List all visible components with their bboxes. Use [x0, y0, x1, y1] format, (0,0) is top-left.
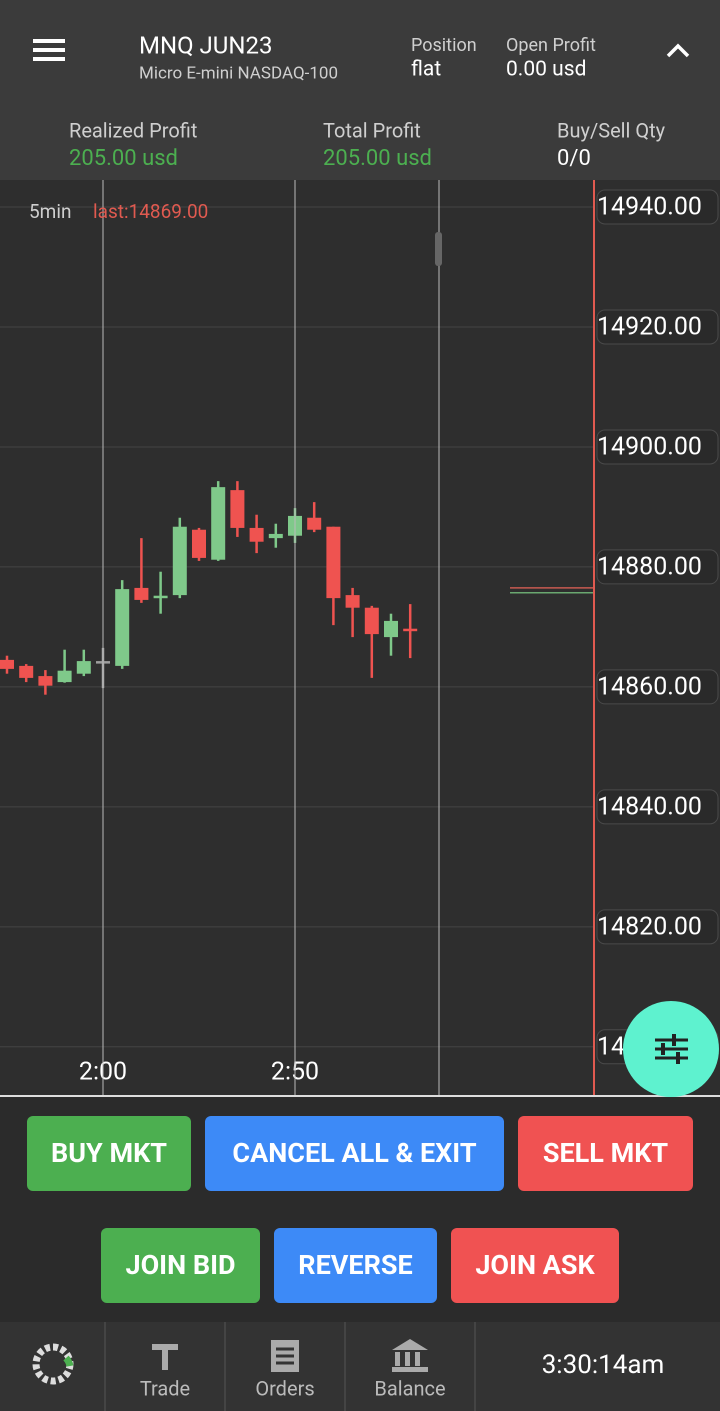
nav-item[interactable]: Orders [255, 1376, 314, 1400]
nav-item[interactable]: Trade [140, 1376, 190, 1400]
button-bg[interactable] [27, 1116, 191, 1191]
button-label[interactable]: CANCEL ALL & EXIT [232, 1137, 476, 1169]
trade-icon[interactable] [152, 1344, 178, 1370]
value: 205.00 usd [323, 146, 432, 171]
candle-body [384, 620, 398, 638]
label: Buy/Sell Qty [557, 118, 666, 142]
button[interactable]: JOIN ASK [451, 1228, 619, 1303]
button-bg[interactable] [518, 1116, 693, 1191]
candle-body [115, 589, 130, 666]
button-bg[interactable] [205, 1116, 504, 1191]
tick-box [596, 309, 719, 345]
value: 0.00 usd [506, 58, 586, 82]
nav-bg [0, 1322, 720, 1411]
nav-item[interactable]: Balance [374, 1376, 445, 1400]
y-tick-label: 14840.00 [597, 792, 702, 821]
candle-body [192, 529, 206, 558]
button[interactable]: JOIN BID [101, 1228, 260, 1303]
candle-body [134, 587, 149, 600]
tick-box [596, 789, 719, 825]
y-axis: 14800.0014820.0014840.0014860.0014880.00… [596, 189, 719, 1065]
clock: 3:30:14am [542, 1350, 665, 1380]
header-bg [0, 0, 720, 180]
button[interactable]: CANCEL ALL & EXIT [205, 1116, 504, 1191]
candle-body [326, 526, 341, 599]
tick-box [596, 429, 719, 465]
candle-body [153, 595, 168, 599]
value: flat [411, 58, 441, 82]
nav: Trade Orders Balance [140, 1376, 446, 1400]
symbol: MNQ JUN23 [139, 31, 272, 59]
settings-fab[interactable] [623, 1001, 719, 1097]
candle-body [0, 659, 14, 669]
button-label[interactable]: REVERSE [298, 1249, 412, 1281]
candle-body [307, 517, 322, 530]
candle-body [364, 607, 379, 635]
y-tick-label: 14900.00 [597, 433, 702, 462]
tick-box [596, 549, 719, 585]
value: 205.00 usd [69, 146, 178, 171]
candle-body [57, 670, 72, 683]
buttons: BUY MKT CANCEL ALL & EXIT SELL MKT JOIN BID… [27, 1116, 693, 1303]
label: Position [411, 35, 477, 56]
y-tick-label: 14880.00 [597, 553, 702, 582]
candle-body [211, 487, 226, 560]
candle-body [19, 665, 34, 678]
candle-body [345, 595, 360, 608]
candle-body [38, 676, 53, 686]
description: Micro E-mini NASDAQ-100 [139, 63, 338, 83]
collapse-icon[interactable] [666, 43, 690, 58]
menu-icon[interactable] [33, 39, 65, 61]
button[interactable]: SELL MKT [518, 1116, 693, 1191]
button-label[interactable]: JOIN ASK [475, 1249, 595, 1281]
last-price: last:14869.00 [93, 200, 208, 223]
balance-icon[interactable] [392, 1339, 428, 1372]
nav-separators [104, 1322, 476, 1411]
candle-body [230, 490, 245, 528]
button-bg[interactable] [274, 1228, 437, 1303]
button-label[interactable]: SELL MKT [543, 1137, 669, 1169]
orders-icon[interactable] [271, 1340, 299, 1372]
candle-body [249, 527, 264, 542]
candle-body [403, 628, 418, 632]
button[interactable]: BUY MKT [27, 1116, 191, 1191]
label: Open Profit [506, 35, 596, 56]
button-label[interactable]: BUY MKT [51, 1137, 167, 1169]
status-icon[interactable] [32, 1343, 74, 1385]
button[interactable]: REVERSE [274, 1228, 437, 1303]
cursor-handle[interactable] [435, 232, 442, 266]
tick-box [596, 909, 719, 945]
candle-body [172, 526, 187, 596]
y-tick-label: 14940.00 [597, 193, 702, 222]
y-tick-label: 14820.00 [597, 912, 702, 941]
value: 0/0 [557, 146, 591, 171]
button-bg[interactable] [101, 1228, 260, 1303]
candle-body [268, 533, 283, 539]
y-tick-label: 14920.00 [597, 313, 702, 342]
label: Total Profit [323, 118, 421, 142]
y-tick-label: 14860.00 [597, 672, 702, 701]
chart: 2:00 2:50 [0, 206, 594, 1087]
tick-box [596, 669, 719, 705]
interval: 5min [29, 200, 71, 223]
tick-box [596, 189, 719, 225]
button-bg[interactable] [451, 1228, 619, 1303]
candle-body [76, 661, 91, 674]
label: Realized Profit [69, 118, 197, 142]
button-label[interactable]: JOIN BID [125, 1249, 235, 1281]
